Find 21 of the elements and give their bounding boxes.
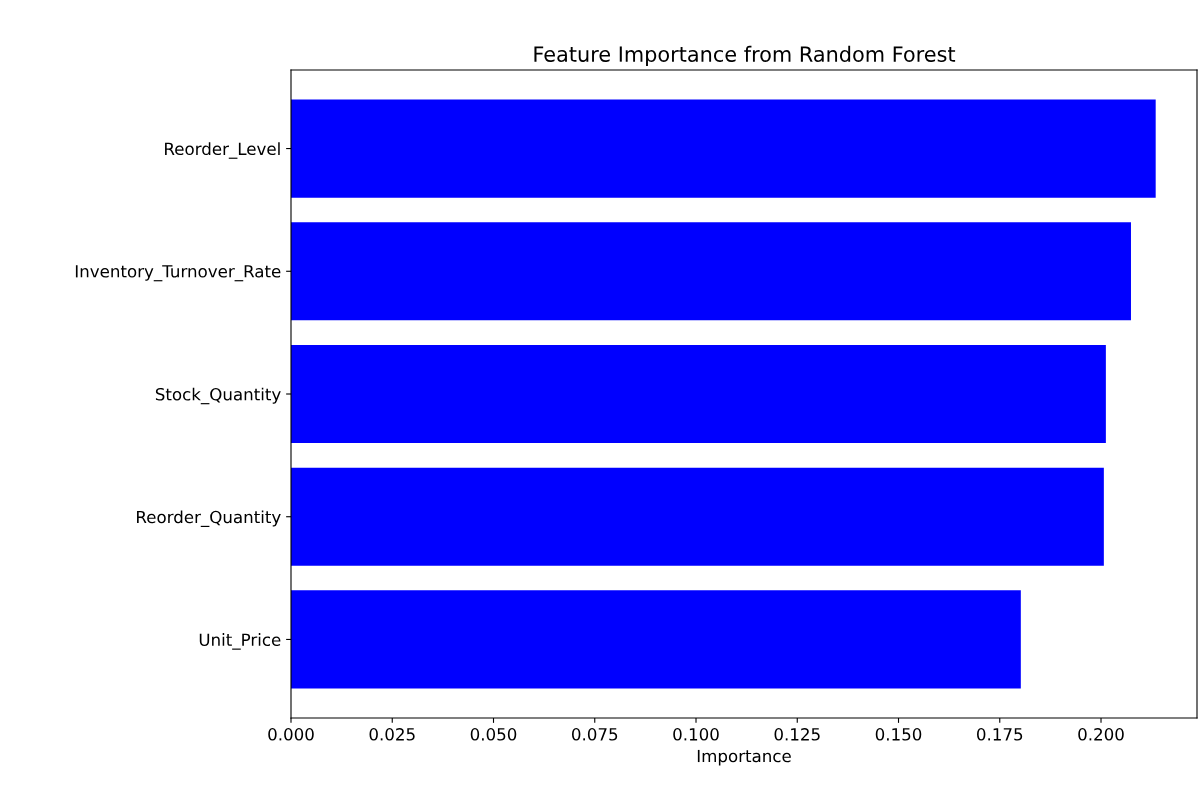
x-tick-label: 0.075 [572,728,618,741]
x-tick-label: 0.000 [268,728,314,741]
x-tick-label: 0.175 [977,728,1023,741]
x-tick-label: 0.100 [673,728,719,741]
x-tick-label: 0.025 [369,728,415,741]
x-tick-label: 0.200 [1078,728,1124,741]
chart-title: Feature Importance from Random Forest [534,45,956,66]
bar [291,222,1131,321]
y-tick-label: Reorder_Quantity [137,510,281,527]
x-axis-title: Importance [697,749,791,766]
x-tick-label: 0.150 [875,728,922,741]
y-tick-label: Inventory_Turnover_Rate [75,265,281,282]
y-tick-label: Stock_Quantity [155,387,281,405]
x-tick-label: 0.125 [774,728,820,741]
bar [291,344,1106,444]
bar [291,467,1104,566]
bar [291,590,1021,689]
bar [291,99,1156,198]
y-tick-label: Unit_Price [199,633,281,650]
y-tick-label: Reorder_Level [165,142,280,159]
x-tick-label: 0.050 [470,728,517,741]
